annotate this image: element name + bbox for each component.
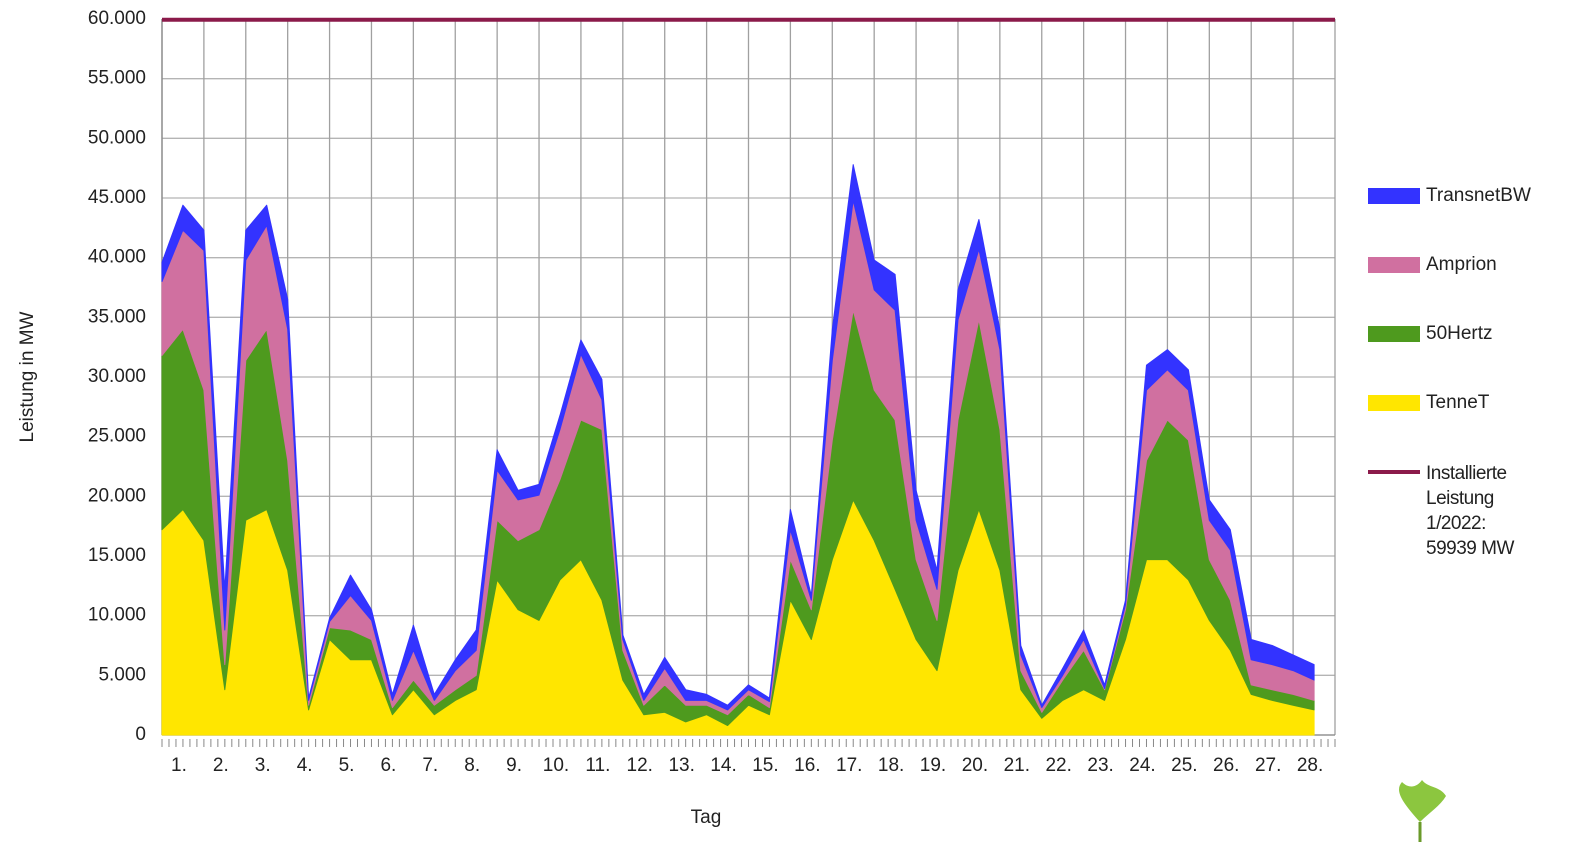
- x-tick-label: 1.: [171, 755, 187, 776]
- x-tick-label: 20.: [962, 755, 988, 776]
- x-tick-label: 21.: [1004, 755, 1030, 776]
- y-tick-label: 5.000: [98, 664, 146, 685]
- y-tick-label: 0: [135, 724, 146, 745]
- y-tick-label: 15.000: [88, 545, 146, 566]
- legend-installed-label: Installierte Leistung 1/2022: 59939 MW: [1426, 463, 1514, 559]
- x-tick-label: 19.: [920, 755, 946, 776]
- y-tick-label: 50.000: [88, 127, 146, 148]
- y-tick-label: 25.000: [88, 426, 146, 447]
- x-tick-label: 8.: [464, 755, 480, 776]
- x-tick-label: 2.: [213, 755, 229, 776]
- x-tick-label: 18.: [878, 755, 904, 776]
- legend-label: TenneT: [1426, 392, 1490, 413]
- legend-label: TransnetBW: [1426, 185, 1531, 206]
- x-tick-label: 11.: [585, 755, 610, 776]
- x-tick-label: 28.: [1297, 755, 1323, 776]
- legend-label: 50Hertz: [1426, 323, 1493, 344]
- x-tick-label: 4.: [297, 755, 313, 776]
- x-tick-label: 14.: [710, 755, 736, 776]
- y-axis-title: Leistung in MW: [17, 311, 38, 442]
- x-tick-label: 22.: [1045, 755, 1071, 776]
- x-tick-label: 10.: [543, 755, 569, 776]
- x-tick-label: 13.: [668, 755, 694, 776]
- logo: [1399, 780, 1446, 842]
- x-tick-label: 3.: [255, 755, 271, 776]
- y-tick-label: 55.000: [88, 68, 146, 89]
- x-tick-label: 25.: [1171, 755, 1197, 776]
- x-tick-label: 12.: [627, 755, 653, 776]
- x-tick-label: 6.: [380, 755, 396, 776]
- y-tick-label: 35.000: [88, 306, 146, 327]
- x-tick-label: 5.: [339, 755, 355, 776]
- x-tick-label: 9.: [506, 755, 522, 776]
- x-tick-label: 23.: [1087, 755, 1113, 776]
- legend-swatch: [1368, 188, 1420, 204]
- legend-swatch: [1368, 395, 1420, 411]
- y-tick-label: 10.000: [88, 605, 146, 626]
- legend-swatch: [1368, 257, 1420, 273]
- y-tick-label: 45.000: [88, 187, 146, 208]
- y-tick-label: 30.000: [88, 366, 146, 387]
- x-tick-label: 26.: [1213, 755, 1239, 776]
- x-tick-label: 17.: [836, 755, 862, 776]
- area-series: [161, 164, 1315, 711]
- x-tick-label: 7.: [422, 755, 438, 776]
- y-tick-label: 60.000: [88, 8, 146, 29]
- x-tick-label: 24.: [1129, 755, 1155, 776]
- x-tick-label: 16.: [794, 755, 820, 776]
- y-tick-label: 40.000: [88, 247, 146, 268]
- x-tick-label: 27.: [1255, 755, 1281, 776]
- legend-label: Amprion: [1426, 254, 1497, 275]
- y-tick-label: 20.000: [88, 485, 146, 506]
- legend-swatch: [1368, 326, 1420, 342]
- x-tick-label: 15.: [752, 755, 778, 776]
- x-axis-title: Tag: [691, 807, 722, 828]
